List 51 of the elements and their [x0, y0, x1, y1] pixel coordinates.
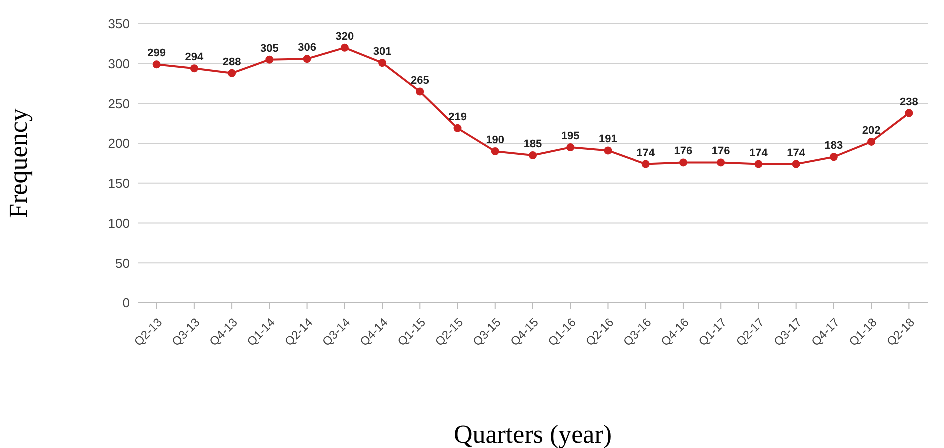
y-tick-label: 250 [108, 96, 130, 112]
point [717, 158, 726, 167]
point [868, 138, 876, 146]
point [152, 60, 161, 69]
data-label: 185 [524, 138, 542, 151]
y-tick-label: 100 [108, 216, 130, 231]
point [754, 160, 763, 168]
data-label: 301 [373, 46, 392, 58]
data-label: 183 [824, 140, 844, 152]
point [792, 160, 800, 168]
point [416, 88, 424, 96]
data-label: 174 [787, 147, 806, 160]
point [491, 148, 500, 156]
point [529, 152, 537, 160]
data-label: 306 [298, 42, 316, 54]
point [566, 144, 575, 152]
y-tick-label: 350 [108, 16, 130, 32]
data-label: 288 [222, 56, 242, 68]
data-label: 202 [862, 124, 881, 137]
data-label: 174 [750, 147, 769, 160]
data-label: 238 [900, 96, 918, 108]
y-tick-label: 300 [108, 56, 130, 72]
data-label: 191 [599, 134, 618, 146]
point [604, 146, 612, 155]
point [340, 44, 349, 52]
data-label: 299 [148, 48, 166, 60]
point [454, 124, 462, 132]
point [905, 109, 914, 118]
y-tick-label: 50 [116, 256, 130, 271]
y-tick-label: 0 [122, 296, 130, 311]
point [378, 59, 387, 68]
point [830, 153, 838, 162]
point [303, 55, 312, 64]
data-label: 176 [674, 146, 693, 158]
y-tick-label: 200 [108, 136, 130, 152]
data-label: 190 [486, 134, 505, 147]
data-label: 320 [336, 30, 354, 43]
y-tick-label: 150 [108, 176, 130, 192]
data-label: 305 [260, 42, 279, 55]
data-label: 174 [636, 147, 656, 160]
data-label: 265 [410, 74, 430, 87]
data-label: 195 [561, 130, 580, 143]
y-axis-title: Frequency [4, 108, 34, 218]
point [679, 158, 688, 167]
data-label: 176 [712, 146, 730, 158]
point [266, 56, 274, 64]
data-label: 294 [185, 52, 204, 64]
point [228, 69, 236, 78]
point [190, 64, 198, 73]
point [642, 160, 650, 168]
data-label: 219 [448, 111, 467, 124]
